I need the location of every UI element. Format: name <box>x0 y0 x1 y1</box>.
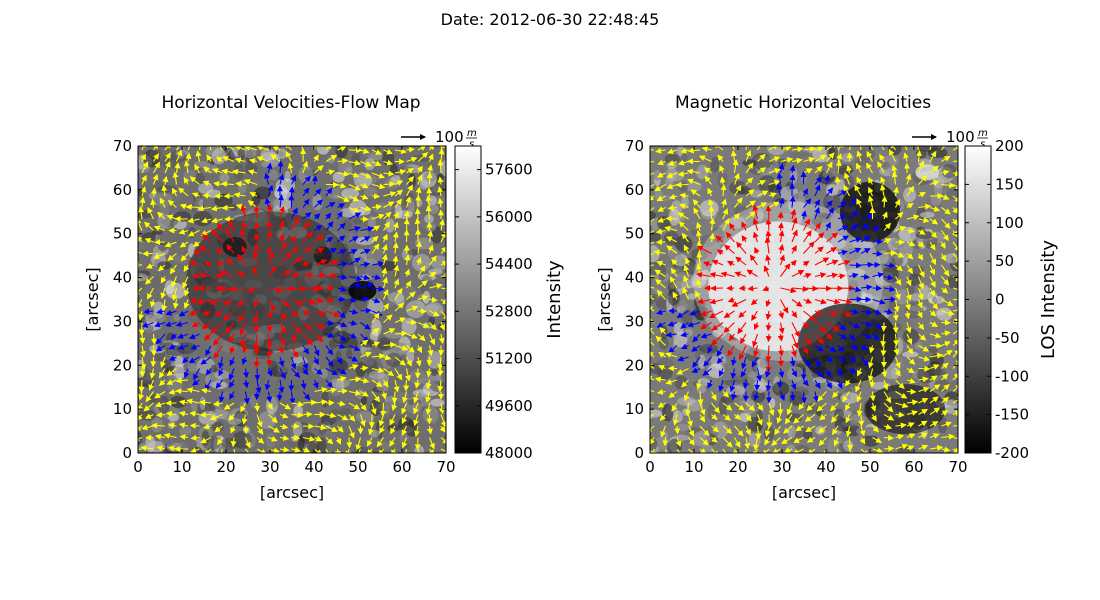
heatmap-image <box>650 146 958 453</box>
y-tick-label: 50 <box>113 225 132 243</box>
colorbar <box>964 145 992 454</box>
colorbar-label: LOS Intensity <box>1038 240 1059 359</box>
x-tick-label: 10 <box>684 458 703 476</box>
colorbar-tick-label: 100 <box>995 214 1024 232</box>
x-tick-label: 50 <box>348 458 367 476</box>
x-tick-label: 60 <box>904 458 923 476</box>
quiver-key-unit-den: s <box>980 139 985 150</box>
y-tick-label: 40 <box>625 269 644 287</box>
colorbar-tick-label: 51200 <box>485 350 533 368</box>
x-axis-label: [arcsec] <box>260 483 324 502</box>
colorbar-tick-label: 48000 <box>485 444 533 462</box>
colorbar-tick-label: 56000 <box>485 208 533 226</box>
y-tick-label: 30 <box>625 312 644 330</box>
y-tick-label: 70 <box>625 137 644 155</box>
y-tick-label: 0 <box>122 444 132 462</box>
colorbar <box>454 145 482 454</box>
colorbar-label: Intensity <box>544 260 565 339</box>
colorbar-tick-label: 52800 <box>485 302 533 320</box>
y-tick-label: 60 <box>113 181 132 199</box>
x-tick-label: 40 <box>304 458 323 476</box>
axes-frame <box>137 145 447 454</box>
colorbar-tick-label: -200 <box>995 444 1029 462</box>
y-axis-label: [arcsec] <box>83 267 102 331</box>
quiver-key-unit-num: m <box>467 128 477 139</box>
x-tick-label: 20 <box>728 458 747 476</box>
x-axis-label: [arcsec] <box>772 483 836 502</box>
axes-frame <box>649 145 959 454</box>
panel-title: Horizontal Velocities-Flow Map <box>161 93 420 113</box>
x-tick-label: 70 <box>948 458 967 476</box>
panel-title: Magnetic Horizontal Velocities <box>675 93 931 113</box>
figure-suptitle: Date: 2012-06-30 22:48:45 <box>440 10 660 29</box>
quiver-overlay <box>138 146 446 453</box>
y-tick-label: 60 <box>625 181 644 199</box>
quiver-key-unit-num: m <box>978 128 988 139</box>
colorbar-tick-label: 54400 <box>485 255 533 273</box>
y-tick-label: 40 <box>113 269 132 287</box>
x-tick-label: 40 <box>816 458 835 476</box>
colorbar-tick-label: 150 <box>995 175 1024 193</box>
x-tick-label: 0 <box>133 458 143 476</box>
y-axis-label: [arcsec] <box>595 267 614 331</box>
colorbar-tick-label: 57600 <box>485 161 533 179</box>
colorbar-tick-label: -50 <box>995 329 1020 347</box>
quiver-key-label: 100 <box>435 128 464 146</box>
x-tick-label: 30 <box>772 458 791 476</box>
x-tick-label: 30 <box>260 458 279 476</box>
colorbar-tick-label: 49600 <box>485 397 533 415</box>
x-tick-label: 20 <box>216 458 235 476</box>
colorbar-tick-label: -150 <box>995 406 1029 424</box>
y-tick-label: 50 <box>625 225 644 243</box>
quiver-key-label: 100 <box>946 128 975 146</box>
y-tick-label: 10 <box>113 400 132 418</box>
y-tick-label: 0 <box>634 444 644 462</box>
quiver-key-unit-den: s <box>469 139 474 150</box>
x-tick-label: 70 <box>436 458 455 476</box>
heatmap-image <box>138 146 446 453</box>
y-tick-label: 20 <box>113 356 132 374</box>
y-tick-label: 10 <box>625 400 644 418</box>
colorbar-tick-label: 0 <box>995 291 1005 309</box>
colorbar-tick-label: -100 <box>995 367 1029 385</box>
y-tick-label: 30 <box>113 312 132 330</box>
x-tick-label: 50 <box>860 458 879 476</box>
y-tick-label: 70 <box>113 137 132 155</box>
x-tick-label: 0 <box>645 458 655 476</box>
colorbar-tick-label: 50 <box>995 252 1014 270</box>
x-tick-label: 10 <box>172 458 191 476</box>
x-tick-label: 60 <box>392 458 411 476</box>
colorbar-tick-label: 200 <box>995 137 1024 155</box>
quiver-overlay <box>650 146 958 453</box>
y-tick-label: 20 <box>625 356 644 374</box>
